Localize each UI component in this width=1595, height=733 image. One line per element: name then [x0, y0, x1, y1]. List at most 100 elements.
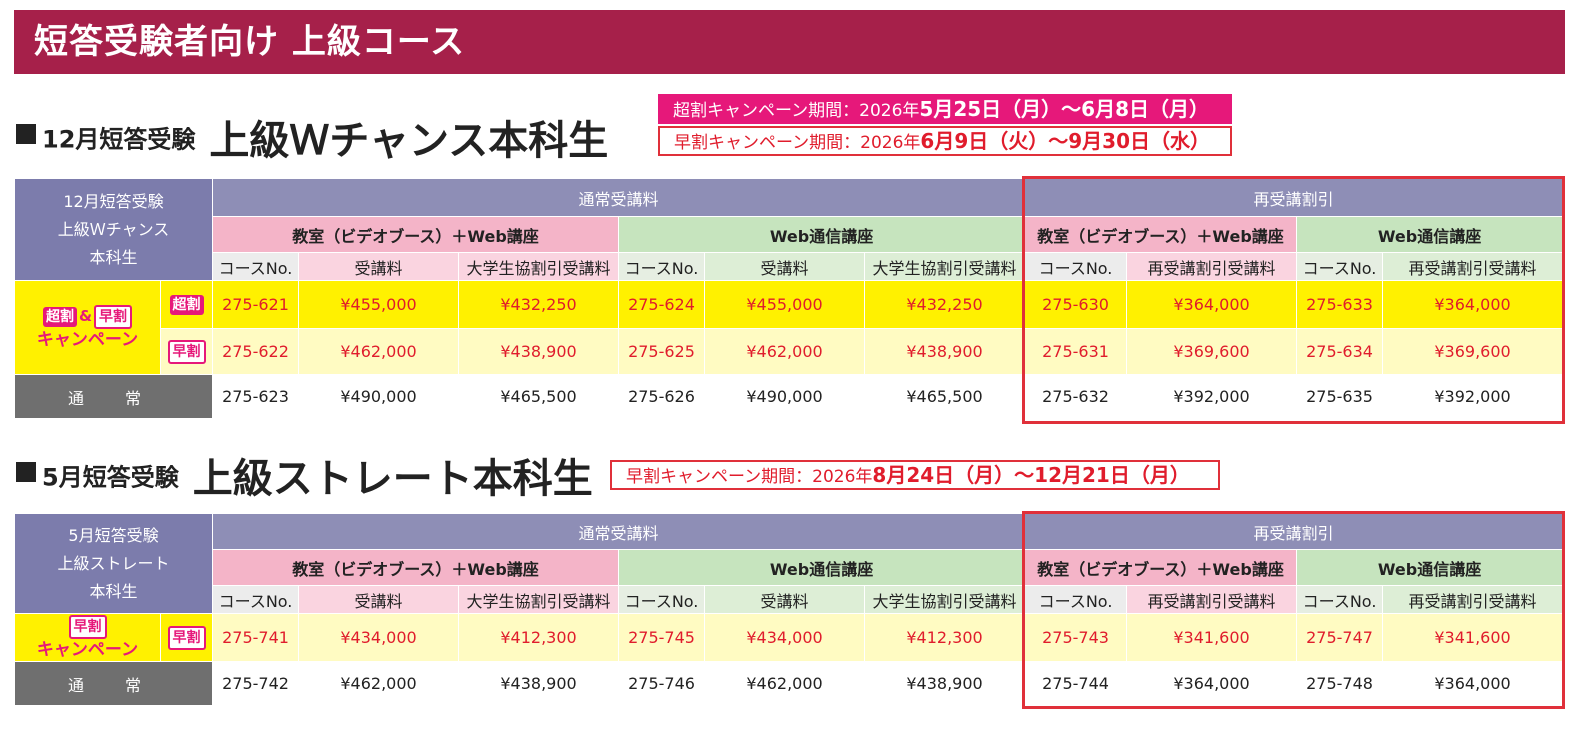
table-cell: 275-634 — [1296, 328, 1384, 375]
table-cell: ¥412,300 — [458, 613, 620, 662]
table-cell: ¥462,000 — [704, 328, 865, 375]
campaign-label-cell: 早割 キャンペーン — [14, 613, 161, 662]
row-tag-cell: 早割 — [159, 613, 214, 662]
coop-fee-header: 大学生協割引受講料 — [458, 252, 619, 281]
haya-campaign-dates: 8月24日（月）～12月21日（月） — [872, 463, 1190, 487]
square-bullet-icon — [16, 124, 36, 144]
haya-campaign-label-block: 早割 キャンペーン — [36, 614, 139, 661]
table-cell: 275-624 — [618, 280, 705, 329]
haya-campaign-label: 早割キャンペーン期間：2026年 — [626, 467, 873, 487]
table-cell: ¥364,000 — [1126, 280, 1298, 329]
table-row: 早割 275-622 ¥462,000 ¥438,900 275-625 ¥46… — [15, 328, 1564, 375]
table-cell: ¥369,600 — [1126, 328, 1298, 375]
table-cell: ¥438,900 — [863, 328, 1026, 375]
table-cell: ¥364,000 — [1126, 661, 1298, 706]
table-cell: 275-743 — [1024, 613, 1128, 662]
section1-prefix: 12月短答受験 — [42, 125, 196, 154]
corner-line: 本科生 — [89, 247, 138, 267]
corner-line: 12月短答受験 — [63, 191, 164, 211]
section1-title: 12月短答受験 上級Ｗチャンス本科生 — [16, 108, 608, 166]
table-cell: 275-630 — [1024, 280, 1128, 329]
table-row: 超割 & 早割 キャンペーン 超割 275-621 ¥455,000 ¥432,25… — [14, 280, 1564, 375]
table-cell: ¥455,000 — [298, 280, 459, 329]
section2-title: 5月短答受験 上級ストレート本科生 — [16, 446, 593, 504]
table-cell: 275-744 — [1024, 661, 1128, 706]
table-cell: ¥364,000 — [1382, 661, 1564, 706]
table-cell: ¥490,000 — [704, 374, 865, 419]
table-cell: 275-625 — [618, 328, 705, 375]
classroom-header: 教室（ビデオブース）＋Web講座 — [1024, 216, 1298, 253]
table-cell: 275-622 — [212, 328, 299, 375]
rediscount-header: 再受講割引 — [1024, 178, 1564, 217]
haya-campaign-dates: 6月9日（火）～9月30日（水） — [920, 129, 1211, 153]
fee-header: 受講料 — [704, 585, 866, 614]
section2-prefix: 5月短答受験 — [42, 463, 179, 492]
table-cell: ¥438,900 — [864, 661, 1026, 706]
section2-corner: 5月短答受験 上級ストレート 本科生 — [13, 513, 214, 614]
section1-corner: 12月短答受験 上級Ｗチャンス 本科生 — [14, 178, 213, 281]
haya-campaign-period-1: 早割キャンペーン期間：2026年6月9日（火）～9月30日（水） — [658, 126, 1232, 156]
page-banner: 短答受験者向け 上級コース — [14, 10, 1565, 74]
haya-campaign-label: 早割キャンペーン期間：2026年 — [674, 133, 921, 153]
table-cell: ¥434,000 — [298, 613, 460, 662]
section2-price-table: 5月短答受験 上級ストレート 本科生 通常受講料 再受講割引 教室（ビデオブース… — [13, 513, 1564, 706]
table-cell: ¥465,500 — [863, 374, 1026, 419]
table-cell: 275-746 — [618, 661, 706, 706]
row-tag-cell: 超割 — [160, 280, 213, 329]
web-header: Web通信講座 — [617, 216, 1026, 253]
table-cell: ¥455,000 — [704, 280, 865, 329]
web-header: Web通信講座 — [1296, 216, 1564, 253]
re-fee-header: 再受講割引受講料 — [1382, 252, 1564, 281]
table-cell: 275-623 — [212, 374, 299, 419]
campaign-word: キャンペーン — [36, 639, 139, 660]
table-cell: 275-742 — [212, 661, 300, 706]
haya-tag: 早割 — [167, 339, 206, 364]
regular-fee-header: 通常受講料 — [211, 178, 1026, 217]
table-cell: ¥432,250 — [458, 280, 619, 329]
table-cell: ¥462,000 — [298, 328, 459, 375]
cho-campaign-dates: 5月25日（月）～6月8日（月） — [919, 97, 1210, 121]
table-row: 通 常 275-623 ¥490,000 ¥465,500 275-626 ¥4… — [14, 374, 1564, 419]
table-cell: ¥364,000 — [1382, 280, 1564, 329]
haya-campaign-period-2: 早割キャンペーン期間：2026年8月24日（月）～12月21日（月） — [610, 460, 1220, 490]
table-cell: 275-741 — [212, 613, 300, 662]
coop-fee-header: 大学生協割引受講料 — [458, 585, 620, 614]
table-cell: ¥412,300 — [864, 613, 1026, 662]
haya-tag: 早割 — [68, 614, 107, 639]
re-fee-header: 再受講割引受講料 — [1382, 585, 1564, 614]
section1-course-name: 上級Ｗチャンス本科生 — [209, 118, 609, 164]
re-fee-header: 再受講割引受講料 — [1126, 252, 1298, 281]
normal-row-label: 通 常 — [13, 661, 214, 706]
rediscount-header: 再受講割引 — [1024, 513, 1564, 550]
web-header: Web通信講座 — [1296, 549, 1564, 586]
table-cell: ¥462,000 — [704, 661, 866, 706]
table-cell: ¥432,250 — [863, 280, 1026, 329]
course-no-header: コースNo. — [212, 585, 300, 614]
table-cell: ¥438,900 — [458, 328, 619, 375]
table-cell: 275-635 — [1296, 374, 1384, 419]
course-no-header: コースNo. — [618, 585, 706, 614]
cho-campaign-period: 超割キャンペーン期間：2026年5月25日（月）～6月8日（月） — [658, 94, 1232, 124]
course-no-header: コースNo. — [1296, 585, 1384, 614]
fee-header: 受講料 — [298, 252, 459, 281]
table-cell: 275-748 — [1296, 661, 1384, 706]
haya-tag: 早割 — [94, 304, 133, 329]
campaign-word: キャンペーン — [36, 329, 139, 350]
table-cell: 275-633 — [1296, 280, 1384, 329]
corner-line: 本科生 — [89, 581, 138, 601]
corner-line: 上級ストレート — [57, 553, 170, 573]
table-cell: ¥341,600 — [1382, 613, 1564, 662]
course-no-header: コースNo. — [212, 252, 299, 281]
table-cell: ¥438,900 — [458, 661, 620, 706]
table-cell: ¥465,500 — [458, 374, 619, 419]
course-no-header: コースNo. — [1024, 252, 1128, 281]
table-row: 通 常 275-742 ¥462,000 ¥438,900 275-746 ¥4… — [13, 661, 1564, 706]
course-no-header: コースNo. — [1024, 585, 1128, 614]
table-cell: 275-632 — [1024, 374, 1128, 419]
table-cell: 275-747 — [1296, 613, 1384, 662]
table-cell: 275-745 — [618, 613, 706, 662]
fee-header: 受講料 — [298, 585, 460, 614]
row-tag-cell: 早割 — [160, 328, 213, 375]
web-header: Web通信講座 — [618, 549, 1026, 586]
cho-tag: 超割 — [42, 306, 77, 327]
